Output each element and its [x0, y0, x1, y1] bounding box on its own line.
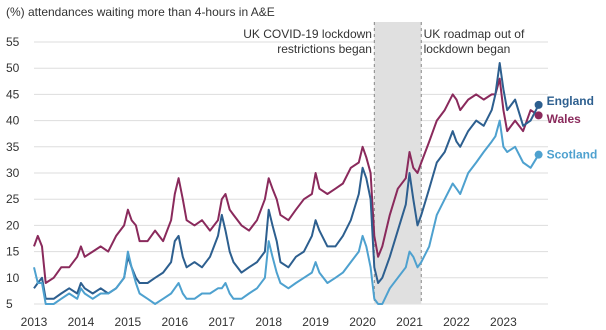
x-tick-label: 2017: [208, 315, 235, 329]
y-tick-label: 45: [6, 87, 20, 101]
annotation-line: restrictions began: [277, 42, 372, 56]
annotation-line: UK COVID-19 lockdown: [243, 27, 372, 41]
y-tick-label: 35: [6, 140, 20, 154]
series-end-dot-wales: [534, 111, 543, 120]
series-labels: Wales England Scotland: [547, 94, 598, 162]
x-tick-label: 2014: [68, 315, 95, 329]
y-tick-label: 55: [6, 35, 20, 49]
series-label-england: England: [547, 94, 594, 108]
y-axis-ticks: 5 10 15 20 25 30 35 40 45 50 55: [6, 35, 20, 311]
series-line-scotland: [33, 119, 540, 305]
y-tick-label: 5: [6, 297, 13, 311]
x-tick-label: 2019: [302, 315, 329, 329]
series-line-wales: [33, 77, 540, 284]
series-label-wales: Wales: [547, 112, 582, 126]
series-lines: [33, 62, 543, 305]
y-tick-label: 40: [6, 114, 20, 128]
annotation-line: UK roadmap out of: [424, 27, 525, 41]
y-tick-label: 30: [6, 166, 20, 180]
x-tick-label: 2022: [443, 315, 470, 329]
x-tick-label: 2013: [21, 315, 48, 329]
annotation-roadmap: UK roadmap out of lockdown began: [424, 27, 525, 56]
gridlines: [34, 41, 548, 305]
series-end-dot-scotland: [534, 150, 543, 159]
x-tick-label: 2015: [115, 315, 142, 329]
x-axis-ticks: 2013 2014 2015 2016 2017 2018 2019 2020 2021 2022…: [21, 315, 517, 329]
y-tick-label: 10: [6, 271, 20, 285]
y-tick-label: 25: [6, 192, 20, 206]
annotation-lockdown: UK COVID-19 lockdown restrictions began: [243, 27, 372, 56]
series-line-england: [33, 62, 540, 300]
series-end-dot-england: [534, 100, 543, 109]
x-tick-label: 2020: [349, 315, 376, 329]
y-tick-label: 20: [6, 218, 20, 232]
y-tick-label: 15: [6, 245, 20, 259]
y-tick-label: 50: [6, 61, 20, 75]
annotation-line: lockdown began: [424, 42, 511, 56]
x-tick-label: 2023: [490, 315, 517, 329]
chart-title: (%) attendances waiting more than 4-hour…: [6, 5, 275, 19]
x-tick-label: 2021: [396, 315, 423, 329]
x-tick-label: 2018: [255, 315, 282, 329]
series-label-scotland: Scotland: [547, 148, 598, 162]
x-tick-label: 2016: [161, 315, 188, 329]
